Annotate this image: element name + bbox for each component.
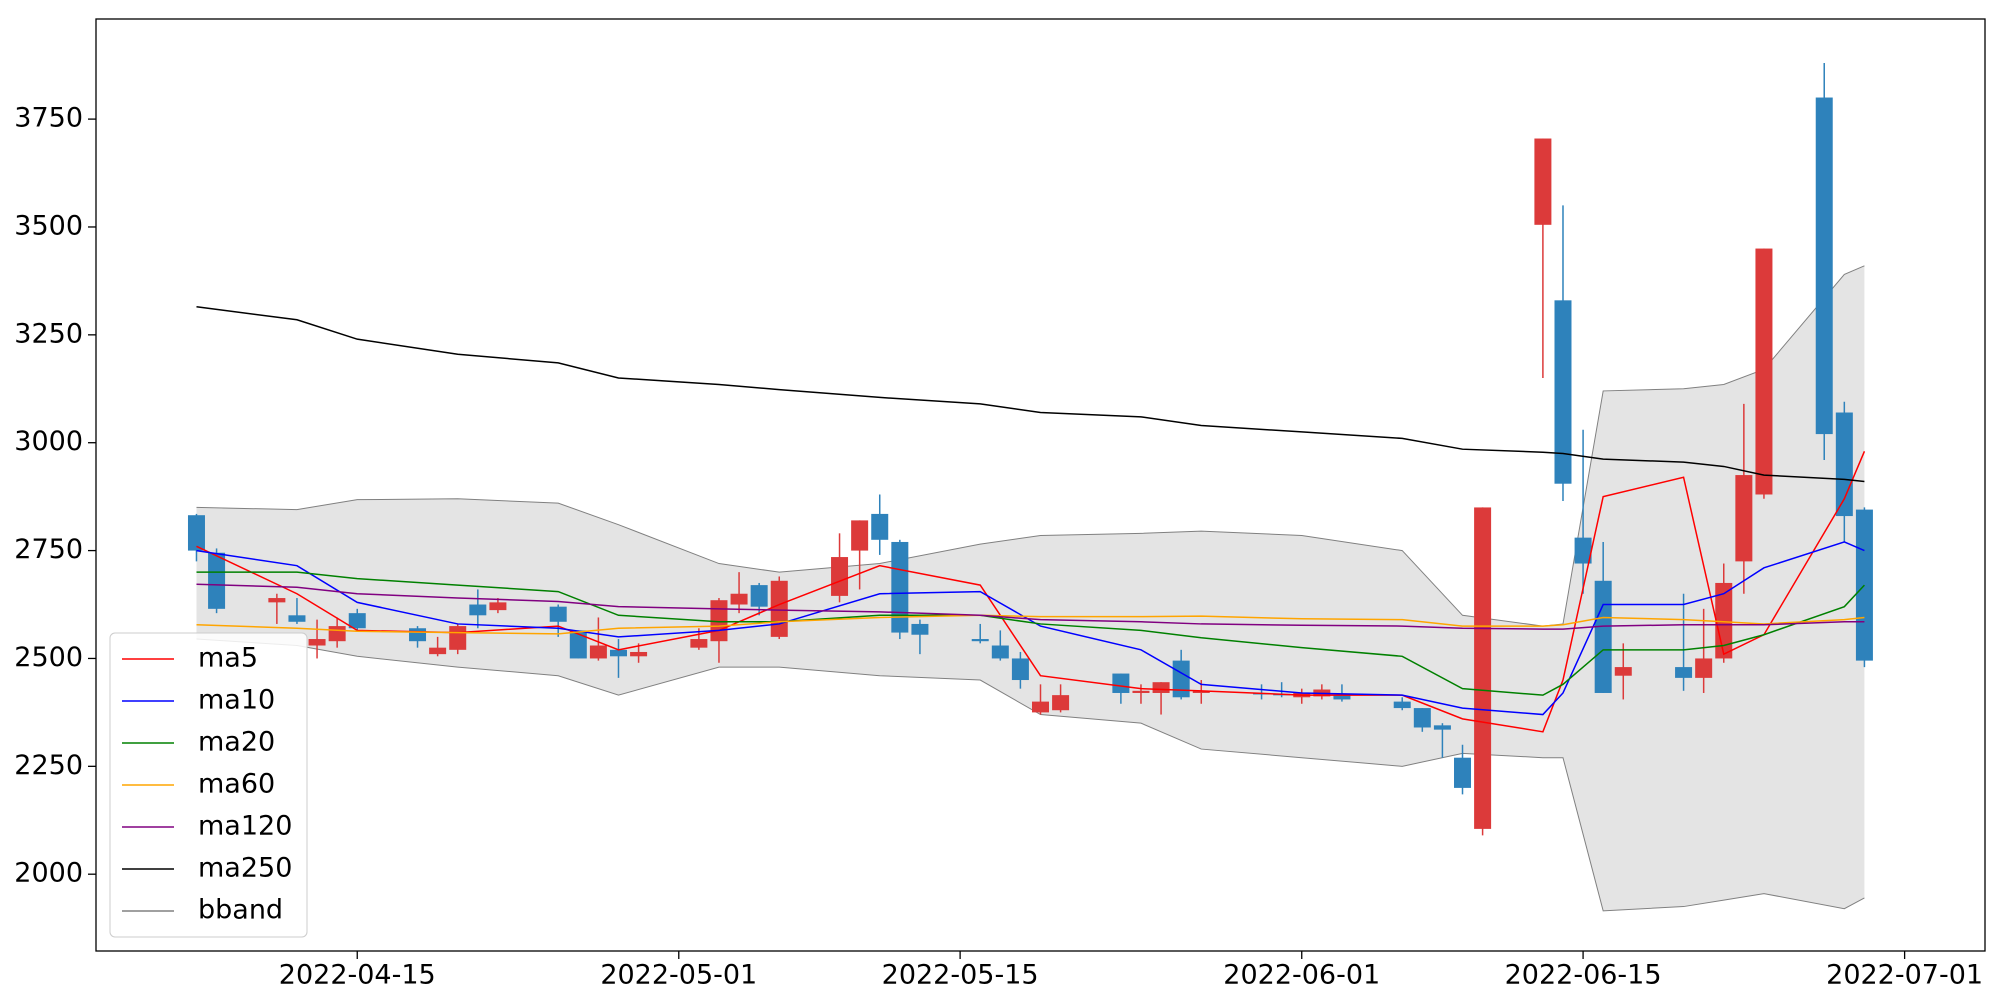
candle-body <box>851 520 869 551</box>
legend-label: ma250 <box>198 853 292 884</box>
candle-body <box>1413 708 1431 728</box>
candle-body <box>187 515 205 551</box>
x-tick-label: 2022-04-15 <box>279 960 436 991</box>
candle-body <box>429 647 447 655</box>
candle-body <box>1715 582 1733 659</box>
candle-body <box>1333 695 1351 700</box>
candle-body <box>1172 660 1190 698</box>
candle-body <box>1152 682 1170 693</box>
candle-body <box>871 513 889 540</box>
legend-label: ma60 <box>198 769 275 800</box>
candle-body <box>1052 695 1070 711</box>
candle-body <box>1835 412 1853 517</box>
legend-box <box>109 632 308 938</box>
candle-body <box>288 615 306 622</box>
candle-body <box>770 580 788 637</box>
plot-area <box>187 63 1873 912</box>
band-lower <box>196 638 1865 912</box>
candle-body <box>569 630 587 659</box>
legend-label: ma5 <box>198 643 258 674</box>
ma-line <box>196 571 1865 696</box>
ma-line <box>196 306 1865 483</box>
candle-body <box>449 626 467 650</box>
candle-body <box>1454 757 1472 788</box>
x-tick-label: 2022-05-01 <box>600 960 757 991</box>
ma-line <box>196 583 1865 630</box>
candle-body <box>730 593 748 605</box>
candle-body <box>489 602 507 611</box>
y-tick-label: 2000 <box>14 858 83 889</box>
ma-line <box>196 614 1865 635</box>
candle-body <box>1011 658 1029 681</box>
y-tick-label: 2500 <box>14 642 83 673</box>
y-tick-label: 2250 <box>14 750 83 781</box>
candle-body <box>1433 725 1451 730</box>
candle-body <box>1192 690 1210 693</box>
candle-body <box>1695 658 1713 678</box>
candle-body <box>469 604 487 616</box>
candle-body <box>208 552 226 609</box>
x-tick-label: 2022-05-15 <box>882 960 1039 991</box>
legend-label: ma120 <box>198 811 292 842</box>
ma-line <box>196 541 1865 716</box>
band-fill <box>196 265 1865 911</box>
y-tick-label: 3250 <box>14 318 83 349</box>
legend-label: ma10 <box>198 685 275 716</box>
y-tick-label: 3000 <box>14 426 83 457</box>
candle-body <box>1393 701 1411 709</box>
x-tick-label: 2022-07-01 <box>1826 960 1983 991</box>
band-upper <box>196 265 1865 627</box>
candle-body <box>1534 138 1552 225</box>
y-tick-label: 3500 <box>14 210 83 241</box>
legend-label: bband <box>198 895 283 926</box>
candle-body <box>1614 667 1632 676</box>
candle-body <box>1112 673 1130 693</box>
candle-body <box>1675 667 1693 678</box>
y-tick-label: 2750 <box>14 534 83 565</box>
candle-body <box>328 626 346 642</box>
candle-body <box>589 645 607 659</box>
candle-body <box>1735 475 1753 562</box>
candle-body <box>971 639 989 642</box>
candle-body <box>690 639 708 648</box>
candle-body <box>1132 690 1150 693</box>
candle-body <box>991 645 1009 659</box>
x-tick-label: 2022-06-15 <box>1505 960 1662 991</box>
plot-frame <box>95 18 1986 952</box>
candle-body <box>891 541 909 633</box>
candle-body <box>549 606 567 622</box>
candle-body <box>750 585 768 607</box>
candle-body <box>268 598 286 603</box>
candle-body <box>911 623 929 635</box>
candle-body <box>348 613 366 629</box>
candle-body <box>1594 580 1612 693</box>
candle-body <box>831 557 849 596</box>
legend-label: ma20 <box>198 727 275 758</box>
candle-body <box>1554 300 1572 484</box>
candle-body <box>1032 701 1049 713</box>
candle-body <box>1755 248 1773 495</box>
candle-body <box>1474 507 1492 829</box>
candle-body <box>308 639 326 646</box>
candle-body <box>1815 97 1833 435</box>
candle-body <box>609 649 627 657</box>
candle-body <box>409 628 427 642</box>
candle-body <box>1574 537 1592 564</box>
y-tick-label: 3750 <box>14 103 83 134</box>
candle-body <box>630 651 648 657</box>
x-tick-label: 2022-06-01 <box>1223 960 1380 991</box>
